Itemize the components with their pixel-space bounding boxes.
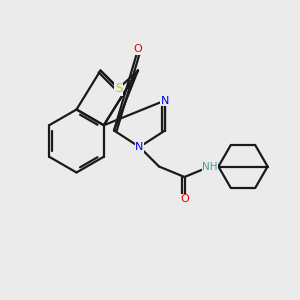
Text: O: O bbox=[134, 44, 142, 55]
Text: NH: NH bbox=[202, 161, 218, 172]
Text: N: N bbox=[135, 142, 144, 152]
Text: O: O bbox=[180, 194, 189, 205]
Text: S: S bbox=[115, 82, 122, 95]
Text: N: N bbox=[161, 95, 169, 106]
